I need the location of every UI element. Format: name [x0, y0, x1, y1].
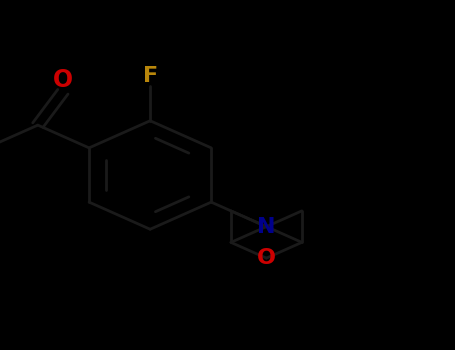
Text: F: F	[142, 66, 158, 86]
Text: N: N	[257, 217, 276, 237]
Text: O: O	[257, 248, 276, 268]
Text: HO: HO	[0, 349, 1, 350]
Text: O: O	[53, 68, 73, 92]
